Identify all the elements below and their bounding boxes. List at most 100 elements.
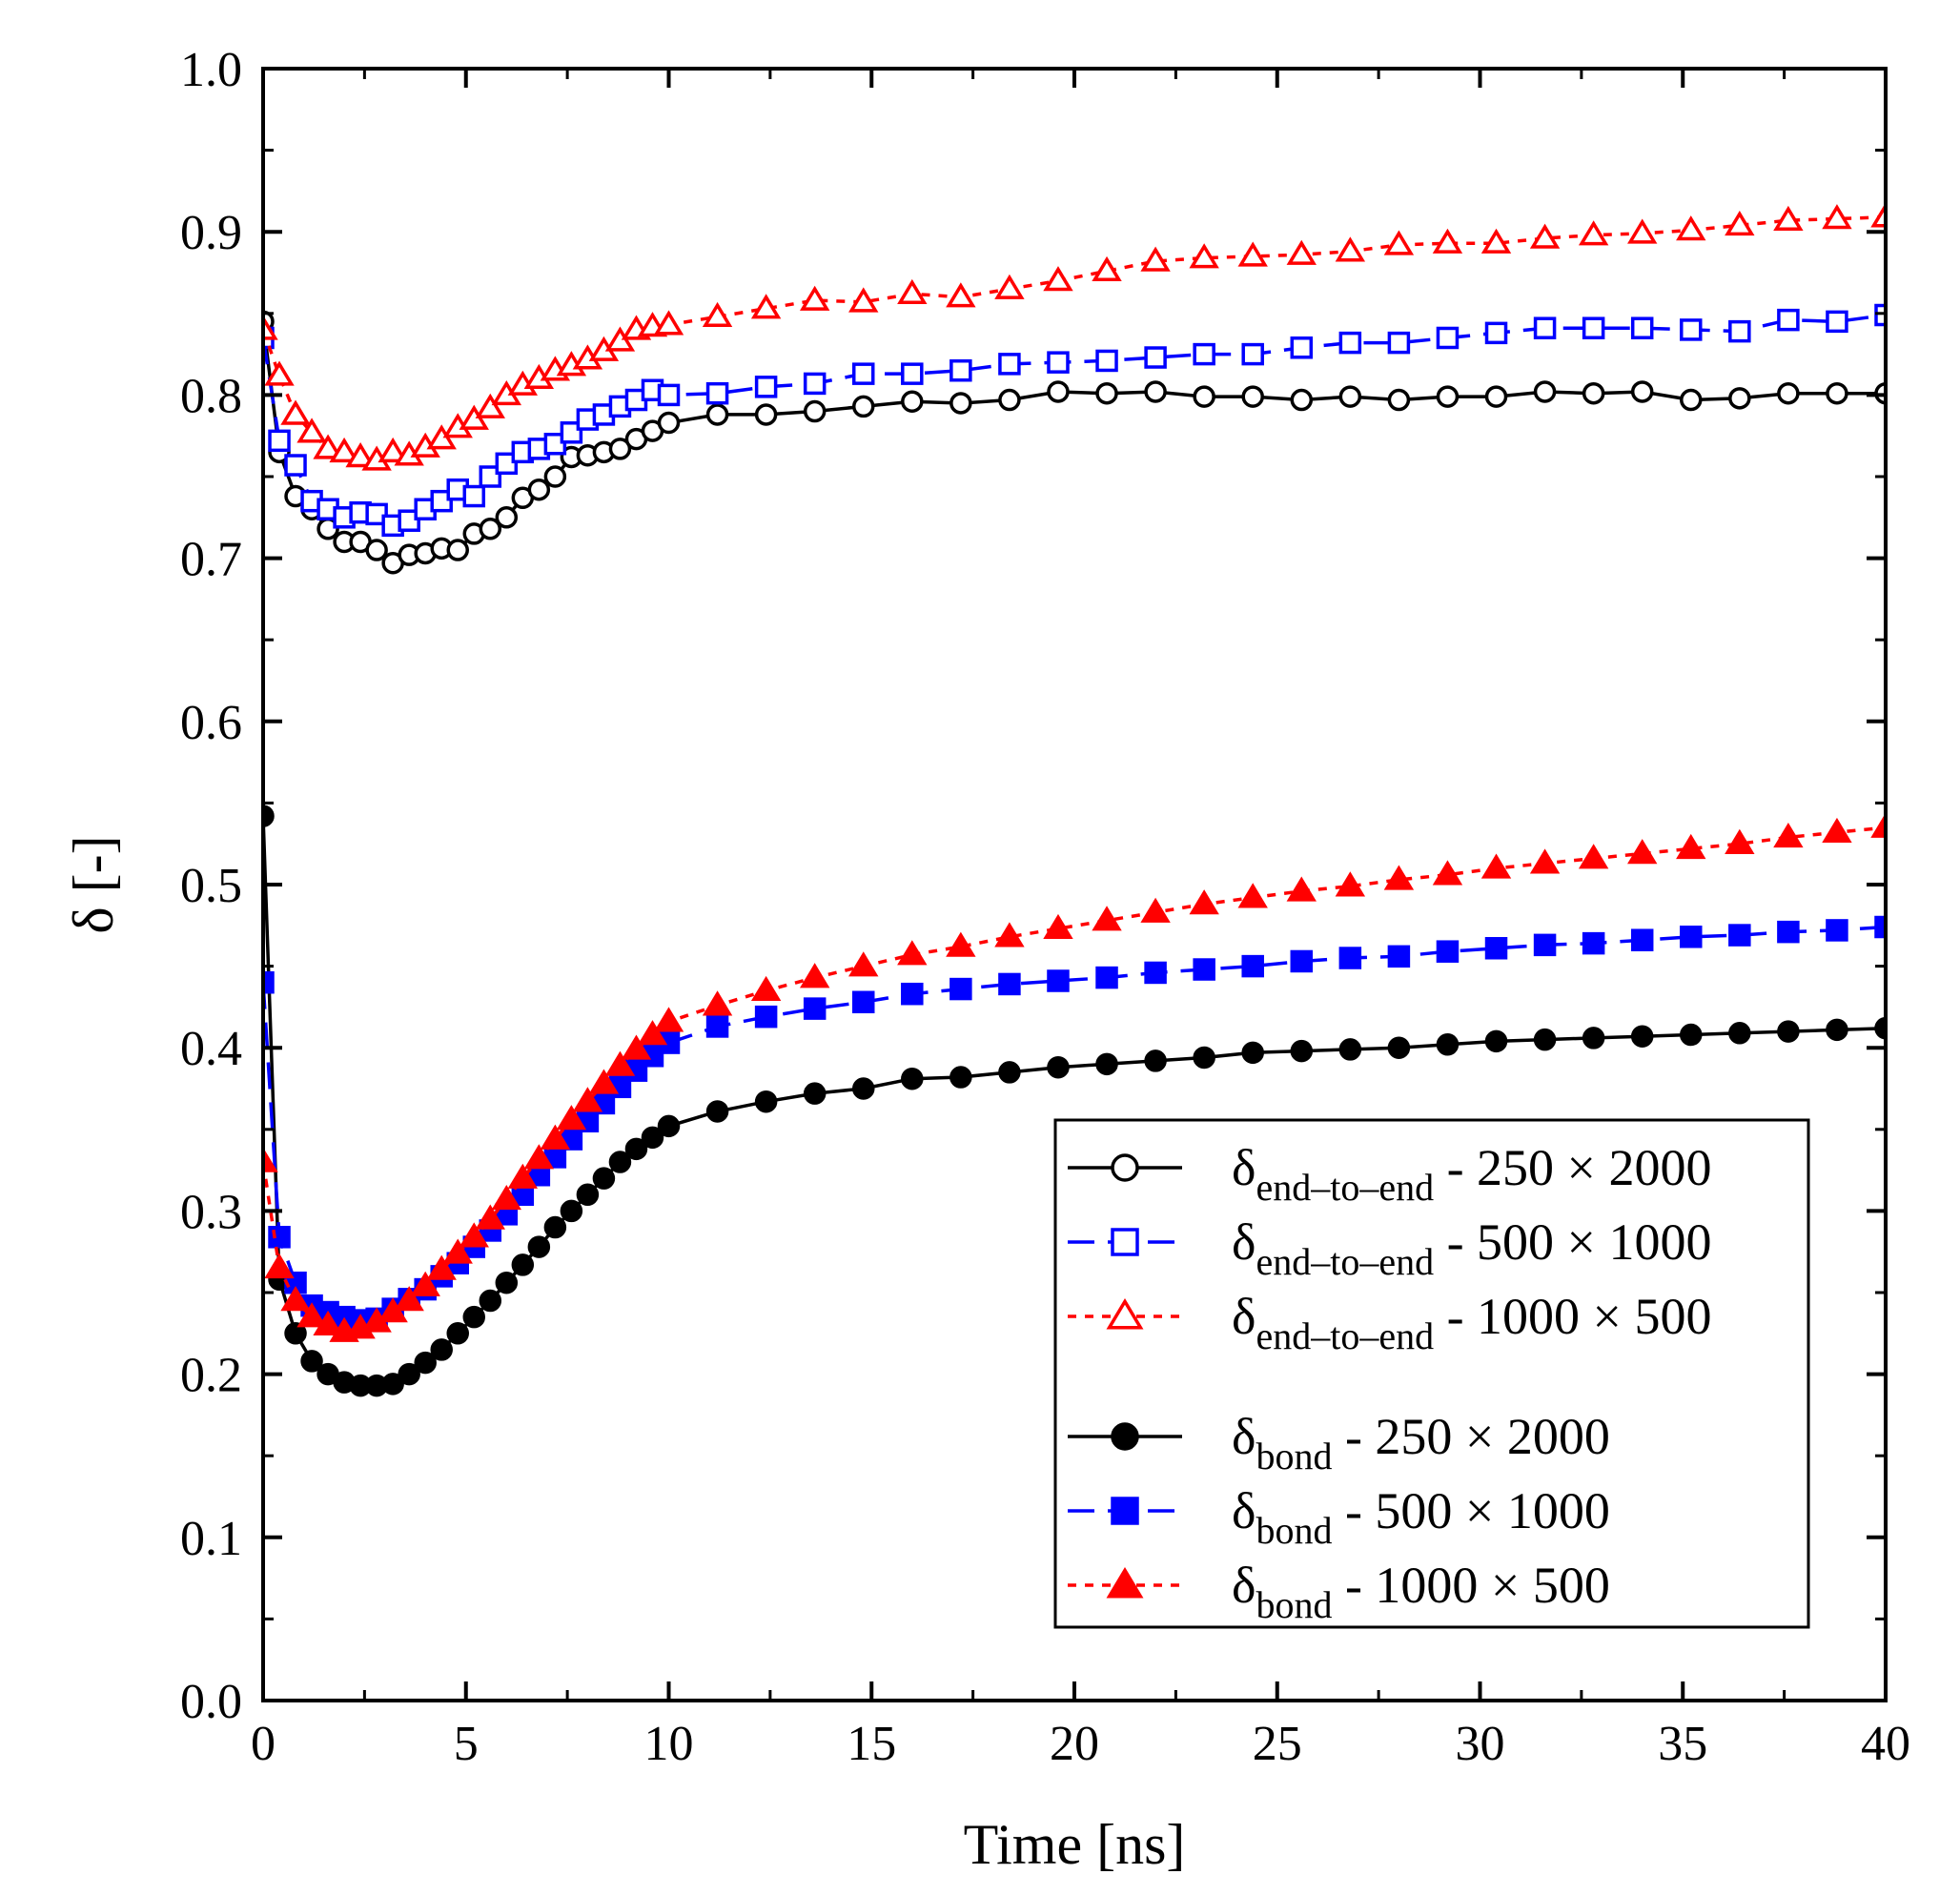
data-point xyxy=(1728,924,1751,947)
x-tick-label: 10 xyxy=(644,1717,694,1771)
data-point xyxy=(901,390,924,413)
series-line xyxy=(263,313,1886,528)
y-tick-label: 0.9 xyxy=(180,206,242,260)
data-point xyxy=(1383,865,1415,890)
series-6 xyxy=(263,812,1886,1342)
data-point xyxy=(365,502,388,526)
data-point xyxy=(1874,303,1886,327)
data-point xyxy=(946,931,976,957)
data-point xyxy=(1630,1025,1654,1048)
data-point xyxy=(1193,958,1215,981)
y-tick-label: 0.7 xyxy=(180,533,242,587)
data-point xyxy=(1627,839,1658,865)
data-point xyxy=(313,434,343,459)
data-point xyxy=(1529,223,1561,249)
legend-label: δend–to–end - 1000 × 500 xyxy=(1232,1288,1712,1357)
data-point xyxy=(446,539,469,561)
data-point xyxy=(1533,380,1557,403)
legend-item: δend–to–end - 1000 × 500 xyxy=(1068,1288,1712,1357)
data-point xyxy=(1047,380,1070,403)
data-point xyxy=(1338,331,1362,355)
data-point xyxy=(848,287,879,313)
data-point xyxy=(264,1253,295,1279)
data-point xyxy=(1290,336,1314,359)
data-point xyxy=(264,360,295,386)
data-point xyxy=(1335,871,1366,897)
data-point xyxy=(803,372,827,396)
legend-label: δbond - 1000 × 500 xyxy=(1232,1557,1610,1626)
data-point xyxy=(657,411,681,435)
data-point xyxy=(1870,202,1886,228)
legend-marker xyxy=(1111,1497,1139,1525)
series-1 xyxy=(263,310,1886,575)
data-point xyxy=(1095,1052,1118,1076)
data-point xyxy=(1338,947,1362,969)
data-point xyxy=(1241,1041,1264,1065)
data-point xyxy=(511,1253,535,1276)
data-point xyxy=(523,1144,555,1170)
data-point xyxy=(1436,1033,1460,1056)
y-axis-title: δ [-] xyxy=(62,835,125,933)
data-point xyxy=(1241,385,1264,408)
data-point xyxy=(1387,388,1411,412)
data-point xyxy=(398,1362,420,1386)
data-point xyxy=(1826,381,1848,405)
legend-marker xyxy=(1111,1422,1139,1451)
data-point xyxy=(1582,381,1605,405)
data-point xyxy=(1630,928,1654,951)
data-point xyxy=(1728,387,1751,410)
data-point xyxy=(495,452,519,476)
data-point xyxy=(296,418,327,443)
x-tick-label: 30 xyxy=(1456,1717,1505,1771)
y-tick-label: 0.3 xyxy=(180,1185,242,1239)
data-point xyxy=(1533,1028,1557,1051)
x-tick-label: 25 xyxy=(1253,1717,1302,1771)
data-point xyxy=(268,429,291,453)
y-tick-label: 0.8 xyxy=(180,369,242,423)
data-point xyxy=(799,963,830,988)
data-point xyxy=(365,539,388,561)
y-tick-label: 0.5 xyxy=(180,859,242,913)
data-point xyxy=(1728,1022,1751,1045)
legend-item: δend–to–end - 500 × 1000 xyxy=(1068,1213,1712,1283)
data-point xyxy=(263,315,278,340)
data-point xyxy=(300,1350,323,1373)
data-point xyxy=(263,1147,278,1172)
legend-marker xyxy=(1106,1297,1144,1330)
data-point xyxy=(280,1286,311,1312)
data-point xyxy=(705,1100,729,1123)
data-point xyxy=(543,1215,567,1239)
data-point xyxy=(1095,966,1118,989)
data-point xyxy=(705,381,729,405)
data-point xyxy=(1095,381,1118,405)
data-point xyxy=(284,454,307,477)
data-point xyxy=(398,509,420,532)
data-point xyxy=(608,438,632,460)
data-point xyxy=(754,403,778,426)
data-point xyxy=(803,1082,827,1105)
data-point xyxy=(641,1126,664,1150)
data-point xyxy=(949,358,972,382)
data-point xyxy=(1676,215,1706,241)
data-point xyxy=(280,399,311,425)
data-point xyxy=(653,310,684,336)
data-point xyxy=(381,1373,404,1396)
data-point xyxy=(1630,380,1654,403)
series-2 xyxy=(263,303,1886,538)
data-point xyxy=(1680,926,1703,948)
legend-marker xyxy=(1111,1153,1139,1182)
data-point xyxy=(705,1015,729,1038)
data-point xyxy=(1484,1029,1508,1053)
data-point xyxy=(572,1087,603,1112)
data-point xyxy=(1286,876,1317,902)
data-point xyxy=(621,1034,652,1060)
data-point xyxy=(1826,310,1848,334)
ticks-layer: 0 5 10 15 20 25 30 35 40 0.0 0.1 0.2 0.3 0.4 0.5 0.6 0.7… xyxy=(180,43,1910,1771)
data-point xyxy=(604,1050,636,1076)
data-point xyxy=(1777,308,1800,332)
data-point xyxy=(653,1007,684,1032)
data-point xyxy=(1047,351,1070,374)
data-point xyxy=(1874,1016,1886,1040)
data-point xyxy=(1387,1036,1411,1059)
